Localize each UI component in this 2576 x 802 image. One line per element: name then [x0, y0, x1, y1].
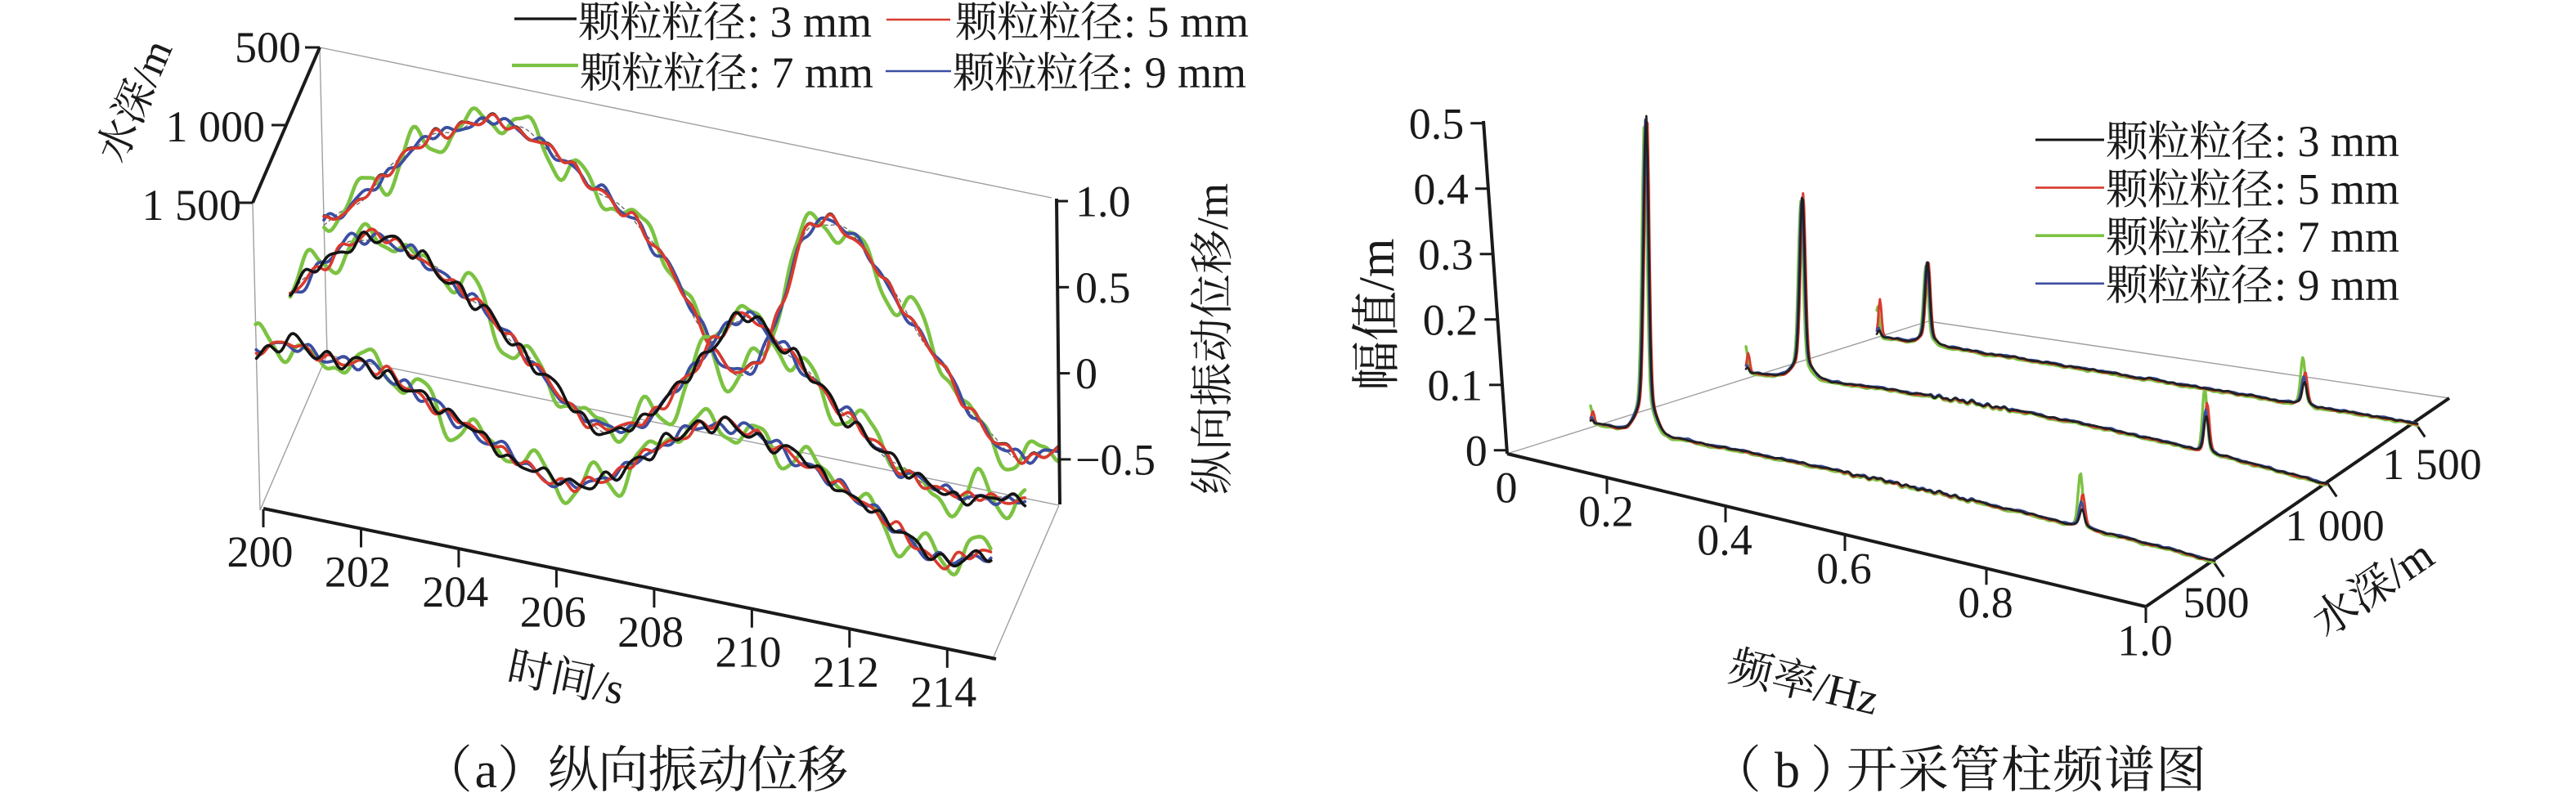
svg-text:: 9 mm: : 9 mm — [1121, 48, 1246, 97]
svg-text:210: 210 — [716, 628, 782, 677]
svg-text:1 500: 1 500 — [2382, 440, 2482, 489]
svg-text:0.5: 0.5 — [1409, 99, 1465, 148]
svg-text:: 5 mm: : 5 mm — [1124, 0, 1249, 47]
svg-text:0.8: 0.8 — [1958, 578, 2013, 627]
svg-text:: 7 mm: : 7 mm — [2274, 213, 2399, 262]
svg-text:206: 206 — [520, 588, 586, 637]
svg-text:204: 204 — [422, 567, 488, 616]
svg-text:0.5: 0.5 — [1075, 263, 1131, 312]
svg-text:b: b — [1775, 743, 1800, 799]
svg-text:0.1: 0.1 — [1428, 361, 1483, 410]
svg-text:a: a — [475, 743, 498, 799]
svg-text:1.0: 1.0 — [1075, 177, 1131, 226]
svg-text:: 3 mm: : 3 mm — [747, 0, 872, 47]
svg-text:/m: /m — [1188, 183, 1237, 230]
svg-text:0.3: 0.3 — [1418, 230, 1474, 279]
svg-text:0.4: 0.4 — [1413, 164, 1469, 213]
svg-text:: 3 mm: : 3 mm — [2274, 117, 2399, 166]
svg-text:0.2: 0.2 — [1423, 295, 1479, 344]
svg-text:500: 500 — [2183, 578, 2250, 627]
svg-text:200: 200 — [227, 527, 294, 576]
svg-text:202: 202 — [325, 548, 391, 597]
svg-text:1 000: 1 000 — [166, 102, 266, 151]
svg-text:0: 0 — [1465, 426, 1488, 475]
svg-text:0.6: 0.6 — [1816, 544, 1872, 593]
svg-text:1 500: 1 500 — [142, 181, 242, 230]
svg-text:0: 0 — [1075, 349, 1097, 398]
svg-text:/m: /m — [1350, 239, 1405, 291]
svg-text:0.2: 0.2 — [1578, 487, 1634, 536]
svg-text:1.0: 1.0 — [2117, 616, 2173, 665]
svg-text:1 000: 1 000 — [2285, 501, 2385, 550]
svg-text:: 7 mm: : 7 mm — [748, 48, 873, 97]
svg-text:−0.5: −0.5 — [1075, 435, 1156, 484]
svg-text:0: 0 — [1496, 464, 1518, 513]
svg-text:208: 208 — [617, 607, 684, 656]
svg-text:212: 212 — [813, 647, 879, 697]
svg-text:500: 500 — [235, 23, 301, 72]
svg-text:: 5 mm: : 5 mm — [2274, 165, 2399, 214]
svg-text:0.4: 0.4 — [1697, 515, 1752, 564]
svg-text:: 9 mm: : 9 mm — [2274, 261, 2399, 310]
svg-text:214: 214 — [910, 668, 976, 717]
